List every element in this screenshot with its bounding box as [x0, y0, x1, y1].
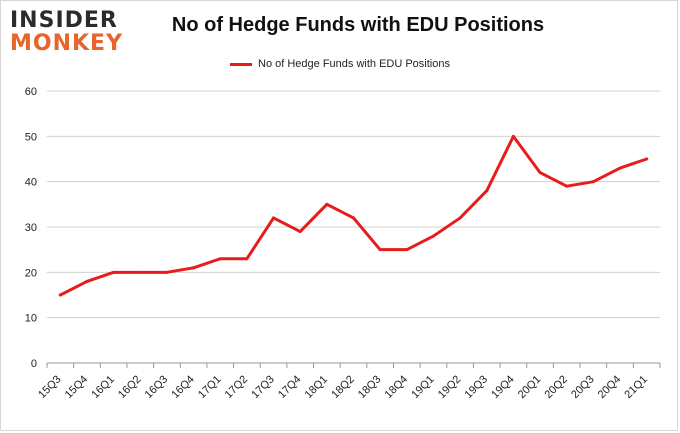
x-tick-label: 19Q3: [463, 373, 491, 401]
data-point: [138, 270, 142, 274]
data-point: [352, 216, 355, 220]
data-point: [58, 293, 62, 297]
x-tick-label: 21Q1: [622, 373, 650, 401]
data-point: [645, 157, 649, 161]
x-tick-label: 17Q2: [223, 373, 251, 401]
logo-line-1: INSIDER: [10, 8, 118, 33]
data-point: [565, 184, 569, 188]
insider-monkey-logo: INSIDER MONKEY: [10, 8, 128, 56]
data-point: [591, 180, 595, 184]
x-tick-label: 19Q2: [436, 373, 464, 401]
x-tick-label: 17Q4: [276, 373, 304, 401]
y-tick-label: 30: [25, 222, 37, 234]
data-point: [298, 230, 302, 234]
x-tick-label: 16Q3: [143, 373, 171, 401]
x-tick-label: 20Q2: [542, 373, 570, 401]
y-tick-label: 50: [25, 131, 37, 143]
chart-legend: No of Hedge Funds with EDU Positions: [230, 56, 450, 72]
x-tick-label: 16Q2: [116, 373, 144, 401]
x-tick-label: 18Q4: [383, 373, 411, 401]
data-point: [431, 234, 435, 238]
data-point: [165, 270, 169, 274]
x-tick-label: 16Q4: [169, 373, 197, 401]
x-tick-label: 17Q1: [196, 373, 224, 401]
x-tick-label: 15Q4: [63, 373, 91, 401]
data-point: [325, 202, 329, 206]
y-tick-label: 0: [31, 358, 37, 370]
x-tick-label: 19Q4: [489, 373, 517, 401]
data-point: [218, 257, 222, 261]
x-tick-label: 18Q2: [329, 373, 357, 401]
legend-swatch: [230, 62, 252, 66]
data-point: [112, 270, 116, 274]
y-tick-label: 20: [25, 267, 37, 279]
y-tick-label: 60: [25, 86, 37, 98]
x-tick-label: 18Q3: [356, 373, 384, 401]
data-point: [272, 216, 276, 220]
data-point: [538, 171, 542, 175]
x-tick-label: 20Q1: [516, 373, 544, 401]
x-tick-label: 15Q3: [36, 373, 64, 401]
data-point: [405, 248, 409, 252]
data-point: [245, 257, 249, 261]
legend-label: No of Hedge Funds with EDU Positions: [258, 58, 450, 70]
data-point: [458, 216, 462, 220]
data-point: [511, 134, 515, 138]
x-tick-label: 20Q4: [596, 373, 624, 401]
series-line: [58, 134, 649, 297]
data-point: [378, 248, 382, 252]
chart-title: No of Hedge Funds with EDU Positions: [171, 14, 545, 36]
x-tick-label: 19Q1: [409, 373, 437, 401]
data-point: [85, 279, 89, 283]
x-tick-label: 17Q3: [249, 373, 277, 401]
x-tick-label: 20Q3: [569, 373, 597, 401]
data-point: [192, 266, 196, 270]
logo-line-2: MONKEY: [10, 31, 124, 56]
x-tick-label: 16Q1: [89, 373, 117, 401]
y-tick-label: 10: [25, 313, 37, 325]
data-point: [485, 189, 489, 193]
y-tick-label: 40: [25, 177, 37, 189]
data-point: [618, 166, 622, 170]
x-tick-label: 18Q1: [303, 373, 331, 401]
